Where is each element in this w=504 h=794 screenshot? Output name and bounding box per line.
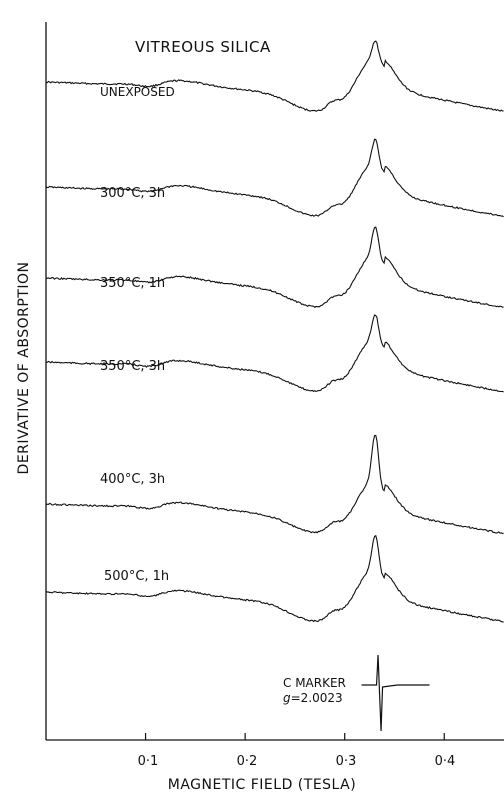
x-tick-label: 0·1 [138,754,159,769]
series-label-unexposed: UNEXPOSED [100,85,175,99]
series-label-300c-3h: 300°C, 3h [100,186,165,201]
spectra-traces [45,40,504,623]
c-marker-label: C MARKER [283,676,346,690]
g-value: =2.0023 [291,691,343,705]
series-label-400c-3h: 400°C, 3h [100,472,165,487]
x-tick-label: 0·4 [435,754,456,769]
series-label-350c-3h: 350°C, 3h [100,359,165,374]
c-marker-g-value: g=2.0023 [283,691,343,705]
chart-title: VITREOUS SILICA [135,38,271,56]
spectrum-trace-3 [45,226,504,309]
series-label-350c-1h: 350°C, 1h [100,276,165,291]
x-axis-title: MAGNETIC FIELD (TESLA) [168,777,356,793]
x-tick-label: 0·2 [237,754,258,769]
spectrum-trace-5 [45,434,504,535]
y-axis-title: DERIVATIVE OF ABSORPTION [16,262,32,475]
series-label-500c-1h: 500°C, 1h [104,569,169,584]
spectrum-trace-6 [45,534,504,623]
spectrum-trace-4 [45,314,504,393]
spectrum-trace-2 [45,138,504,218]
c-marker-trace [361,654,430,732]
spectrum-trace-1 [45,40,504,112]
x-axis-ticks [144,733,445,740]
x-tick-label: 0·3 [336,754,357,769]
g-symbol: g [283,691,291,705]
